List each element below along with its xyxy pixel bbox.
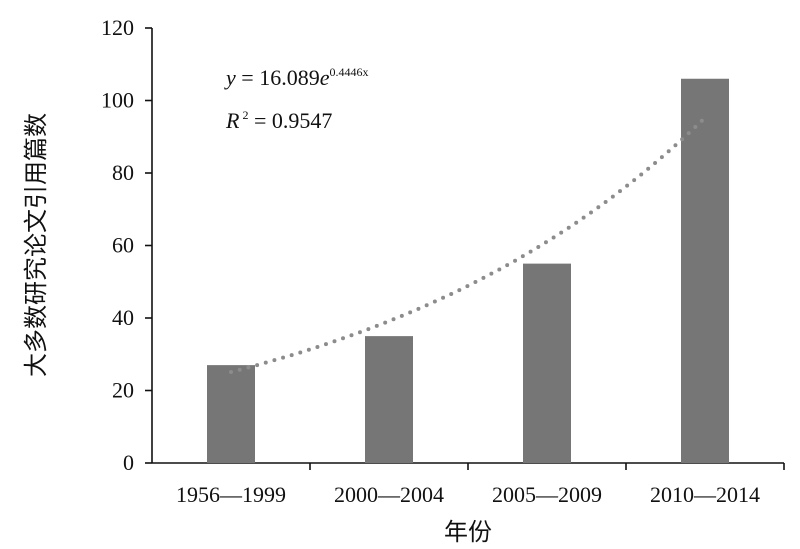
y-tick-label: 40 [112,305,134,330]
y-tick-label: 0 [123,450,134,475]
r2-superscript: 2 [242,108,248,122]
trendline-curve [229,115,707,374]
y-ticks: 0 20 40 60 80 100 120 [101,15,152,475]
bar [681,78,729,463]
x-ticks: 1956—1999 2000—2004 2005—2009 2010—2014 [176,463,785,507]
bars [207,78,729,463]
x-axis-title: 年份 [444,518,492,546]
bar [523,263,571,463]
r2-value: 0.9547 [272,108,333,133]
bar [365,336,413,463]
equation-exponent: 0.4446x [329,65,368,79]
equation-y-var: y [224,65,236,90]
y-tick-label: 100 [101,88,134,113]
trendline [229,115,707,374]
y-tick-label: 20 [112,378,134,403]
y-tick-label: 120 [101,15,134,40]
r2-symbol: R [225,108,240,133]
equation-coefficient: 16.089 [259,65,320,90]
r2-equals: = [248,108,271,133]
trendline-formula: y = 16.089e0.4446x [224,65,368,90]
equation-base: e [320,65,330,90]
x-tick-label: 2000—2004 [334,482,444,507]
x-tick-label: 2010—2014 [650,482,760,507]
y-axis-title: 大多数研究论文引用篇数 [22,113,50,377]
y-tick-label: 80 [112,160,134,185]
bar [207,365,255,463]
x-tick-label: 1956—1999 [176,482,286,507]
x-tick-label: 2005—2009 [492,482,602,507]
y-tick-label: 60 [112,233,134,258]
equation-equals: = [236,65,259,90]
